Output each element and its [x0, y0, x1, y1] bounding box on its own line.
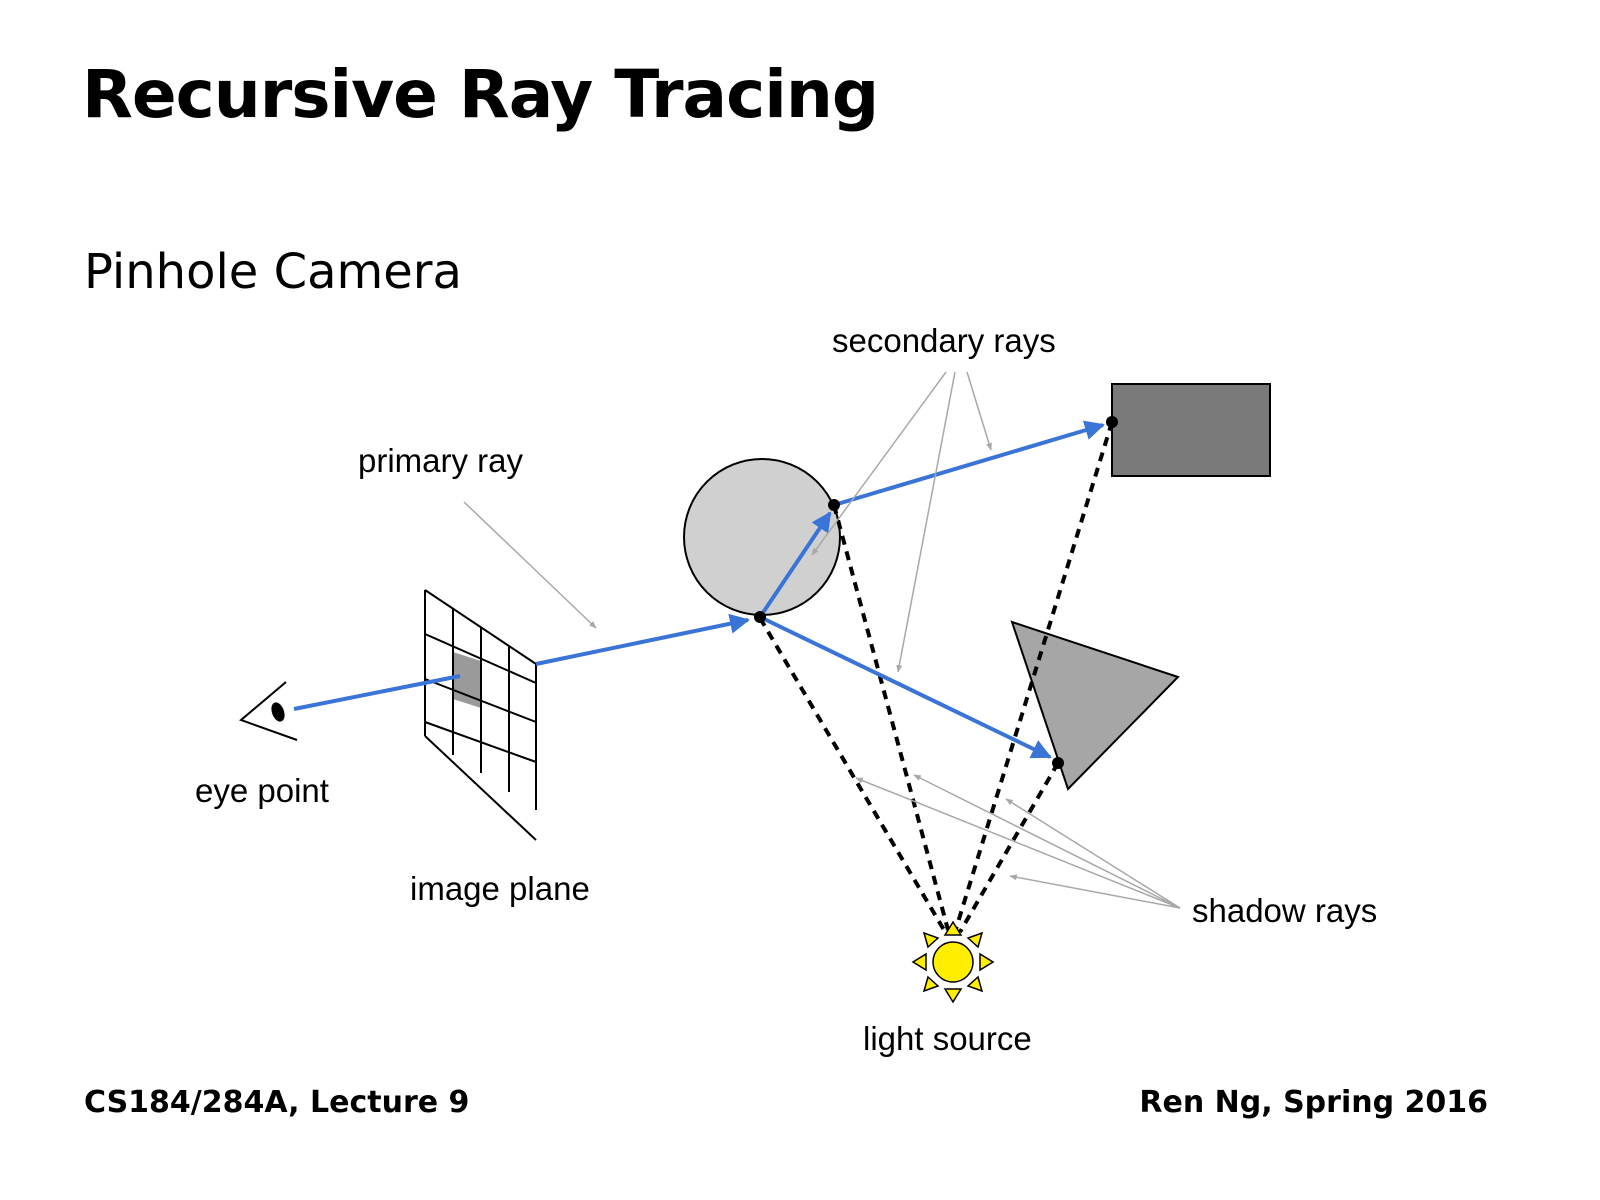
- shadow-ray-2: [832, 504, 950, 931]
- intersection-point: [1106, 416, 1118, 428]
- rectangle-object: [1111, 383, 1271, 477]
- shadow-ray-3: [953, 421, 1114, 933]
- shadow-rays: [758, 421, 1114, 934]
- label-image-plane: image plane: [410, 870, 590, 907]
- footer-author: Ren Ng, Spring 2016: [1139, 1085, 1488, 1120]
- shadow-ray-pointer-3: [1005, 798, 1181, 909]
- footer-course: CS184/284A, Lecture 9: [84, 1085, 470, 1120]
- shadow-ray-pointer-4: [1009, 874, 1181, 909]
- slide-subtitle: Pinhole Camera: [84, 244, 462, 300]
- sphere-object: [683, 458, 841, 616]
- sun-icon: [911, 920, 995, 1004]
- label-secondary-rays: secondary rays: [832, 322, 1056, 359]
- secondary-ray-pointer-3: [966, 371, 992, 451]
- slide-title: Recursive Ray Tracing: [82, 56, 879, 133]
- refracted-ray: [758, 511, 832, 619]
- shadow-ray-pointer-1: [855, 777, 1181, 909]
- shadow-ray-pointer-2: [913, 774, 1181, 909]
- intersection-point: [754, 611, 766, 623]
- eye-ray: [293, 674, 461, 711]
- eye-icon: [239, 681, 298, 741]
- reflected-ray-to-triangle: [759, 615, 1052, 759]
- annotation-arrows: [463, 371, 1181, 909]
- intersection-point: [828, 499, 840, 511]
- intersection-point: [1052, 757, 1064, 769]
- primary-ray-pointer: [463, 501, 597, 629]
- triangle-object: [1010, 620, 1180, 791]
- intersection-points: [754, 416, 1118, 769]
- secondary-ray-pointer-2: [896, 371, 956, 673]
- image-plane-grid: [424, 589, 537, 841]
- shadow-ray-4: [958, 761, 1060, 934]
- label-eye-point: eye point: [195, 772, 329, 809]
- shadow-ray-1: [758, 616, 946, 932]
- rays: [293, 420, 1105, 759]
- secondary-ray-pointer-1: [811, 371, 947, 556]
- highlighted-pixel: [453, 652, 481, 708]
- primary-ray: [535, 613, 750, 666]
- reflected-ray-to-box: [833, 420, 1105, 507]
- label-shadow-rays: shadow rays: [1192, 892, 1377, 929]
- label-primary-ray: primary ray: [358, 442, 524, 479]
- label-light-source: light source: [863, 1020, 1032, 1057]
